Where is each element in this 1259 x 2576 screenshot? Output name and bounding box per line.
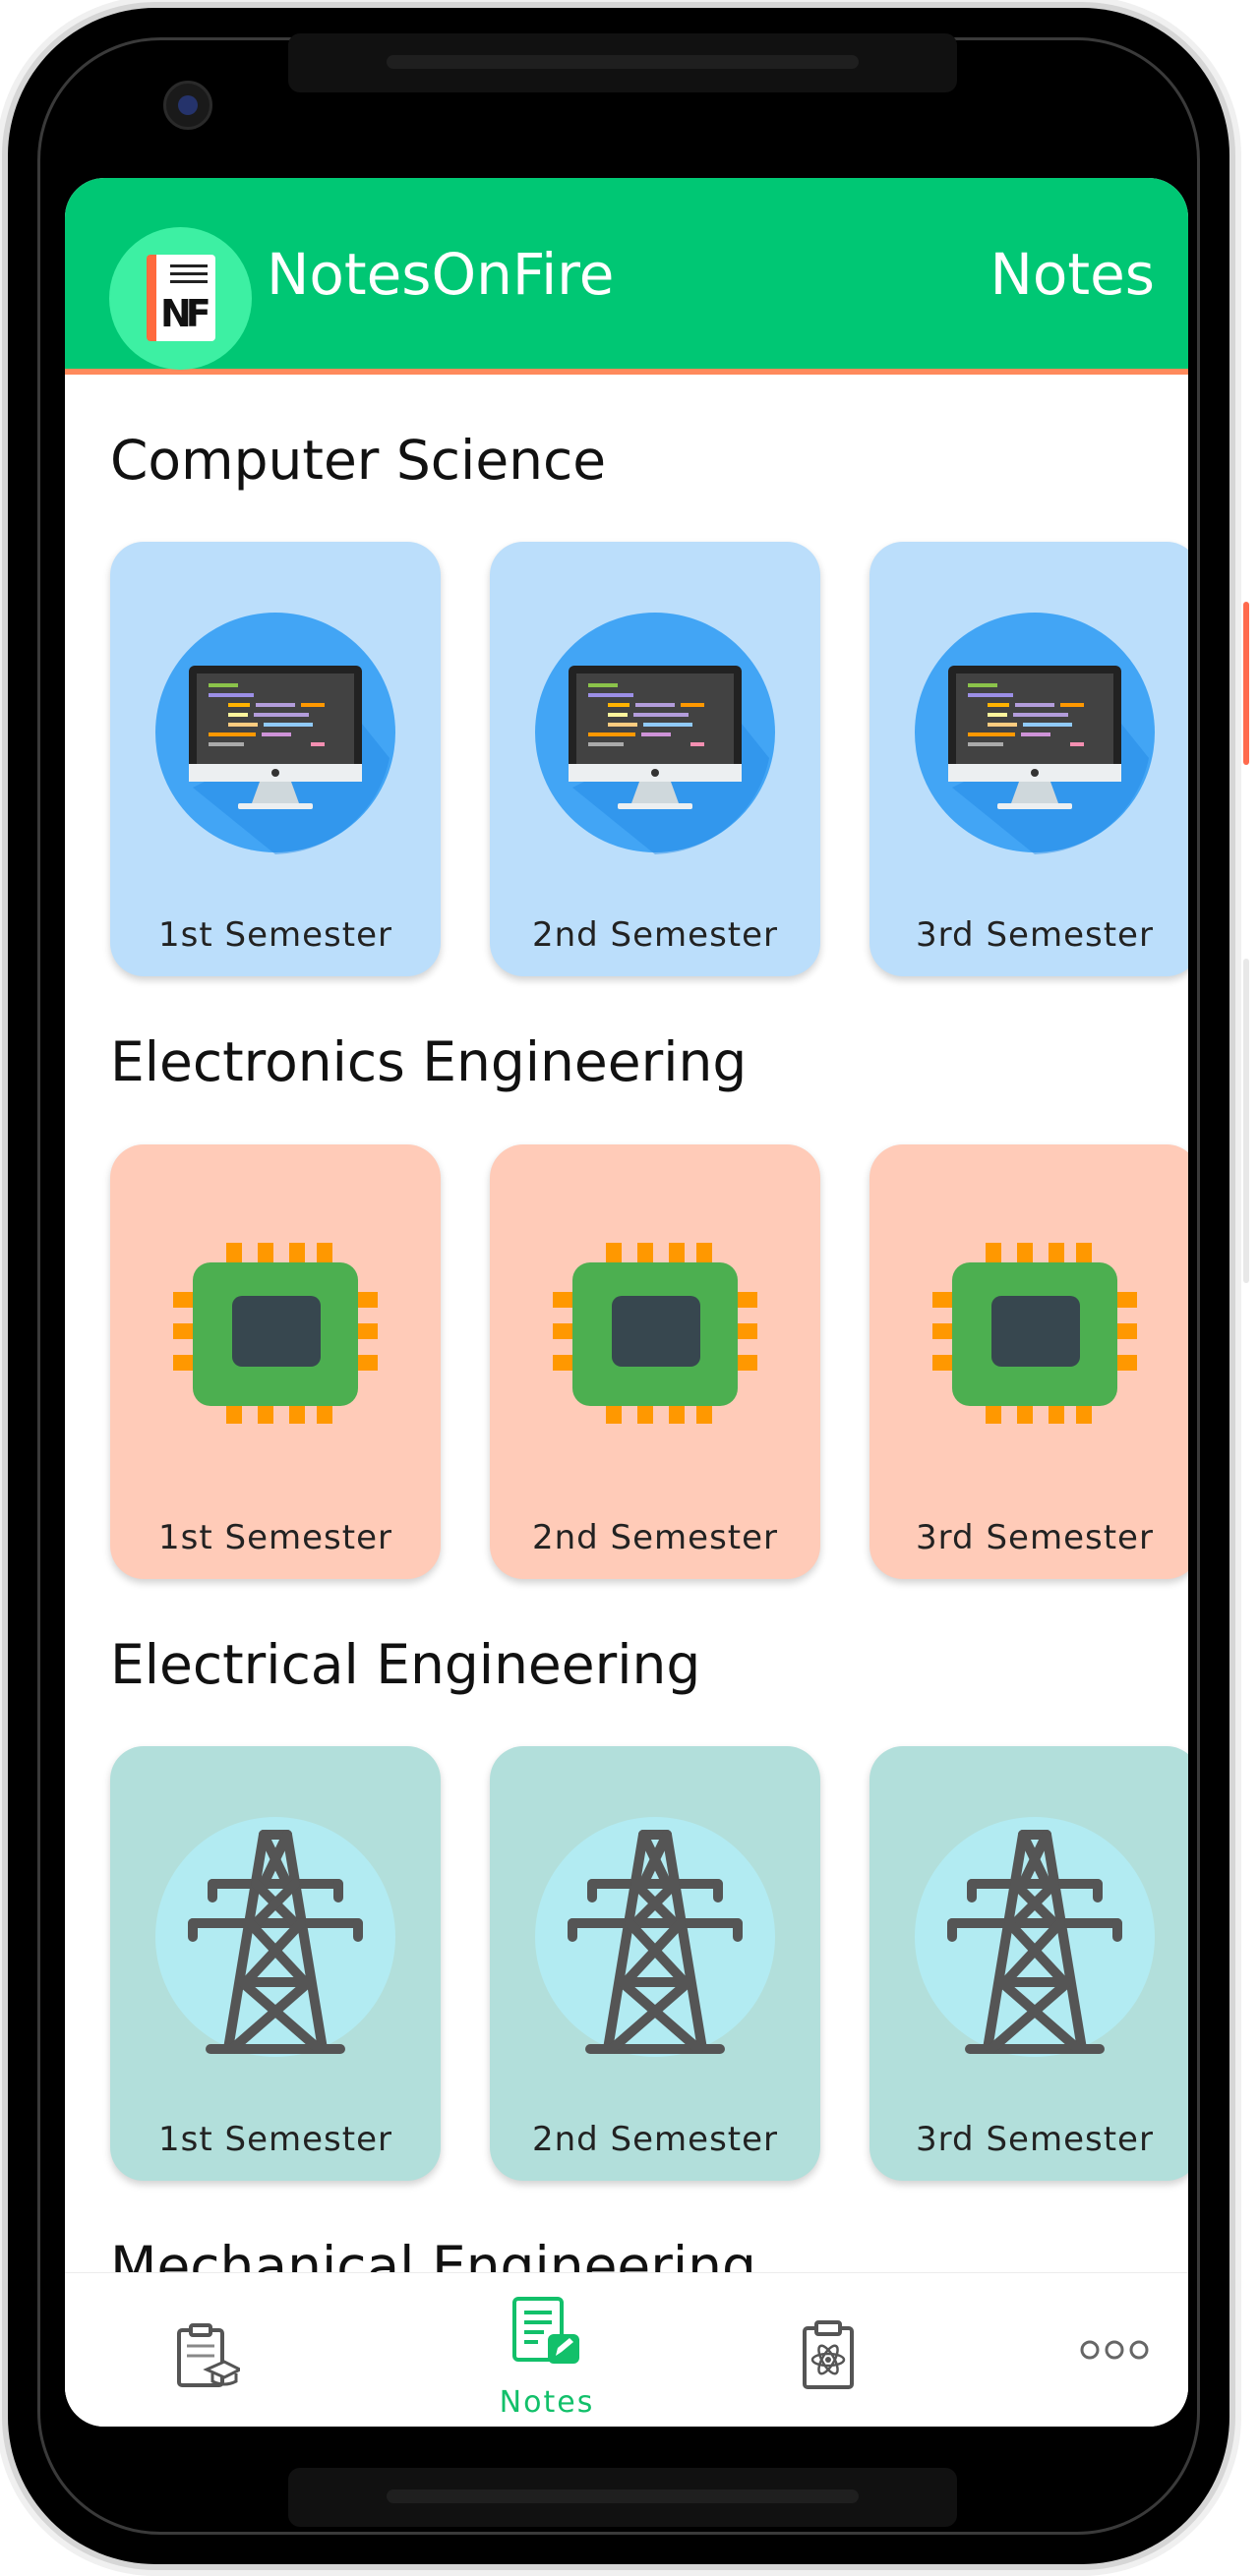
microchip-icon — [553, 1243, 757, 1424]
computer-monitor-icon — [915, 613, 1155, 854]
section-title-electrical-engineering: Electrical Engineering — [110, 1633, 701, 1696]
computer-monitor-icon — [155, 613, 395, 854]
branch-list[interactable]: Computer Science 1st Semester — [65, 375, 1188, 2272]
more-dots-icon — [1080, 2340, 1149, 2360]
card-label: 3rd Semester — [916, 915, 1154, 955]
transmission-tower-icon — [915, 1817, 1155, 2057]
notes-edit-icon — [512, 2297, 579, 2364]
transmission-tower-icon — [155, 1817, 395, 2057]
section-title-mechanical-engineering: Mechanical Engineering — [110, 2235, 756, 2272]
volume-button — [1243, 959, 1249, 1283]
card-ee-sem-3[interactable]: 3rd Semester — [869, 1746, 1188, 2181]
app-logo: NF — [109, 227, 252, 370]
phone-frame: NF NotesOnFire Notes Computer Science — [8, 8, 1229, 2564]
app-screen: NF NotesOnFire Notes Computer Science — [65, 178, 1188, 2427]
card-label: 1st Semester — [158, 2120, 392, 2159]
card-ece-sem-2[interactable]: 2nd Semester — [490, 1144, 820, 1579]
card-label: 3rd Semester — [916, 2120, 1154, 2159]
top-speaker — [288, 33, 957, 92]
nav-item-more[interactable] — [1029, 2273, 1188, 2427]
app-bar: NF NotesOnFire Notes — [65, 178, 1188, 375]
card-label: 3rd Semester — [916, 1518, 1154, 1557]
clipboard-graduation-cap-icon — [177, 2323, 240, 2387]
front-camera — [163, 81, 212, 130]
card-label: 2nd Semester — [531, 2120, 779, 2159]
clipboard-atom-icon — [803, 2320, 854, 2389]
bottom-navigation: Notes — [65, 2272, 1188, 2427]
card-cs-sem-3[interactable]: 3rd Semester — [869, 542, 1188, 976]
card-ece-sem-3[interactable]: 3rd Semester — [869, 1144, 1188, 1579]
power-button — [1243, 602, 1249, 765]
app-title: NotesOnFire — [267, 241, 615, 308]
computer-monitor-icon — [535, 613, 775, 854]
card-ece-sem-1[interactable]: 1st Semester — [110, 1144, 441, 1579]
card-label: 1st Semester — [158, 1518, 392, 1557]
card-label: 2nd Semester — [531, 1518, 779, 1557]
section-title-computer-science: Computer Science — [110, 429, 607, 492]
nav-item-practicals[interactable] — [744, 2273, 911, 2427]
card-ee-sem-1[interactable]: 1st Semester — [110, 1746, 441, 2181]
notebook-logo-icon: NF — [147, 255, 215, 341]
card-cs-sem-1[interactable]: 1st Semester — [110, 542, 441, 976]
nav-item-courses[interactable] — [124, 2273, 291, 2427]
current-section-title: Notes — [989, 241, 1155, 308]
nav-label: Notes — [499, 2385, 595, 2420]
transmission-tower-icon — [535, 1817, 775, 2057]
microchip-icon — [932, 1243, 1137, 1424]
microchip-icon — [173, 1243, 378, 1424]
card-cs-sem-2[interactable]: 2nd Semester — [490, 542, 820, 976]
nav-item-notes[interactable]: Notes — [463, 2273, 630, 2427]
bottom-speaker — [288, 2468, 957, 2527]
card-label: 1st Semester — [158, 915, 392, 955]
section-title-electronics-engineering: Electronics Engineering — [110, 1030, 748, 1093]
card-ee-sem-2[interactable]: 2nd Semester — [490, 1746, 820, 2181]
card-label: 2nd Semester — [531, 915, 779, 955]
